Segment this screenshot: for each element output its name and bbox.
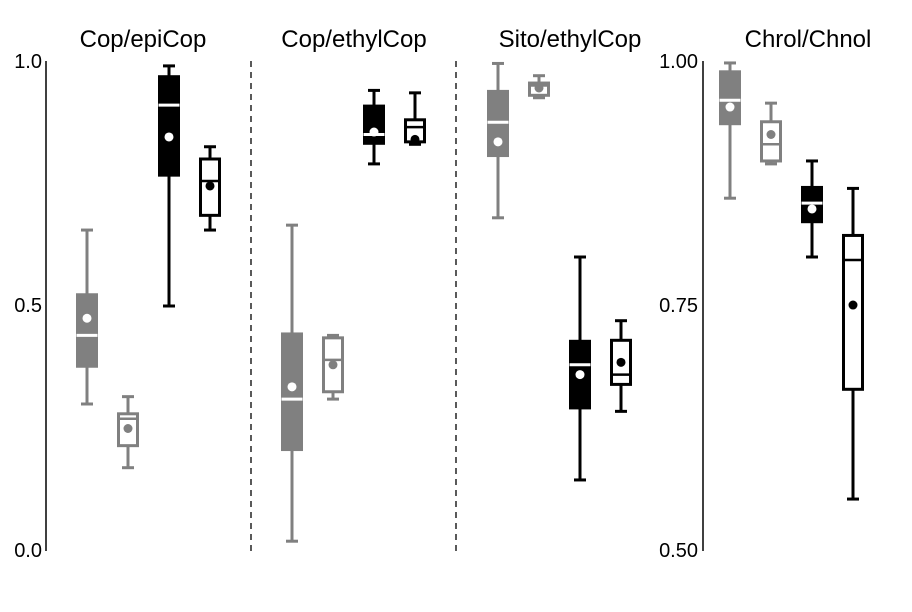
box-series-4 bbox=[404, 91, 426, 146]
panel-title: Cop/ethylCop bbox=[281, 26, 426, 53]
box-series-1 bbox=[281, 223, 303, 543]
iqr-box bbox=[281, 332, 303, 452]
box-series-4 bbox=[842, 186, 864, 501]
panel-title: Sito/ethylCop bbox=[499, 26, 642, 53]
box-series-1 bbox=[76, 228, 98, 406]
mean-marker bbox=[410, 134, 420, 144]
mean-marker bbox=[807, 204, 817, 214]
panel-title: Cop/epiCop bbox=[80, 26, 207, 53]
mean-marker bbox=[725, 102, 735, 112]
y-tick-label-top: 1.00 bbox=[659, 51, 698, 73]
mean-marker bbox=[205, 181, 215, 191]
y-tick-label-bottom: 0.50 bbox=[659, 540, 698, 562]
box-series-1 bbox=[719, 61, 741, 200]
iqr-box bbox=[842, 233, 864, 391]
box-series-1 bbox=[487, 61, 509, 220]
box-series-2 bbox=[322, 333, 344, 401]
box-series-3 bbox=[158, 64, 180, 308]
y-tick-label-mid: 0.5 bbox=[14, 295, 42, 317]
box-series-2 bbox=[117, 395, 139, 470]
mean-marker bbox=[82, 313, 92, 323]
mean-marker bbox=[123, 424, 133, 433]
box-series-3 bbox=[801, 159, 823, 259]
y-tick-label-top: 1.0 bbox=[14, 51, 42, 73]
mean-marker bbox=[369, 127, 379, 137]
panel-cop-epicop: Cop/epiCop 1.0 0.5 0.0 bbox=[14, 26, 221, 562]
mean-marker bbox=[287, 382, 297, 392]
mean-marker bbox=[575, 370, 585, 380]
iqr-box bbox=[76, 293, 98, 368]
box-series-4 bbox=[199, 145, 221, 232]
mean-marker bbox=[766, 130, 776, 139]
panel-cop-ethylcop: Cop/ethylCop bbox=[281, 26, 427, 543]
box-series-2 bbox=[760, 101, 782, 166]
panel-sito-ethylcop: Sito/ethylCop bbox=[487, 26, 642, 482]
panel-title: Chrol/Chnol bbox=[745, 26, 872, 53]
box-series-3 bbox=[363, 88, 385, 166]
box-series-4 bbox=[610, 319, 632, 413]
mean-marker bbox=[493, 137, 503, 147]
iqr-box bbox=[760, 120, 782, 163]
y-tick-label-bottom: 0.0 bbox=[14, 540, 42, 562]
box-series-3 bbox=[569, 255, 591, 482]
box-series-2 bbox=[528, 74, 550, 100]
mean-marker bbox=[848, 300, 858, 310]
panel-chrol-chnol: Chrol/Chnol 1.00 0.75 0.50 bbox=[659, 26, 871, 562]
iqr-box bbox=[158, 75, 180, 177]
iqr-box bbox=[363, 104, 385, 145]
mean-marker bbox=[534, 83, 544, 93]
iqr-box bbox=[719, 70, 741, 126]
mean-marker bbox=[328, 360, 338, 370]
mean-marker bbox=[616, 357, 626, 367]
mean-marker bbox=[164, 132, 174, 142]
y-tick-label-mid: 0.75 bbox=[659, 295, 698, 317]
